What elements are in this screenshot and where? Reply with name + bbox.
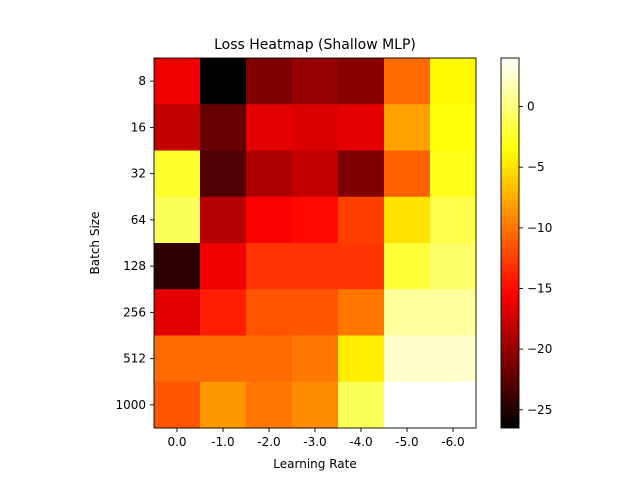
colorbar xyxy=(500,57,520,429)
heatmap-cell xyxy=(292,150,339,198)
heatmap-cell xyxy=(338,58,385,105)
heatmap-cell xyxy=(338,335,385,383)
y-axis-label: Batch Size xyxy=(88,212,102,275)
heatmap-cell xyxy=(154,196,201,244)
heatmap-cell xyxy=(430,150,477,198)
heatmap-cell xyxy=(246,381,293,429)
heatmap-cell xyxy=(430,58,477,105)
heatmap-cell xyxy=(430,381,477,429)
heatmap-cell xyxy=(430,104,477,151)
heatmap-cell xyxy=(246,289,293,336)
heatmap-cell xyxy=(292,335,339,383)
chart-title: Loss Heatmap (Shallow MLP) xyxy=(214,37,416,53)
colorbar-tick-label: −20 xyxy=(527,342,552,356)
heatmap-cell xyxy=(384,289,431,336)
y-tick-label: 32 xyxy=(131,167,146,181)
y-tick-label: 128 xyxy=(123,259,146,273)
heatmap-cell xyxy=(154,289,201,336)
heatmap-cell xyxy=(384,104,431,151)
heatmap-cell xyxy=(292,243,339,290)
heatmap-cell xyxy=(430,243,477,290)
heatmap-cell xyxy=(246,104,293,151)
heatmap-cell xyxy=(154,104,201,151)
x-tick-label: 0.0 xyxy=(167,435,186,449)
heatmap-cell xyxy=(430,335,477,383)
heatmap-cell xyxy=(200,104,247,151)
heatmap-cell xyxy=(292,104,339,151)
y-tick-label: 64 xyxy=(131,213,146,227)
y-axis-ticks: 8 16 32 64 128 256 512 1000 xyxy=(115,74,154,412)
heatmap-cell xyxy=(200,243,247,290)
heatmap-cell xyxy=(292,289,339,336)
heatmap-cell xyxy=(384,243,431,290)
heatmap-cell xyxy=(200,335,247,383)
colorbar-tick-label: −25 xyxy=(527,403,552,417)
heatmap-cell xyxy=(338,104,385,151)
heatmap-cell xyxy=(384,381,431,429)
heatmap-cell xyxy=(292,58,339,105)
colorbar-ticks: 0 −5 −10 −15 −20 −25 xyxy=(519,100,552,417)
colorbar-tick-label: −15 xyxy=(527,281,552,295)
heatmap-cell xyxy=(292,381,339,429)
heatmap-cell xyxy=(246,243,293,290)
heatmap-cell xyxy=(154,243,201,290)
heatmap-cell xyxy=(384,335,431,383)
y-tick-label: 512 xyxy=(123,352,146,366)
heatmap-cell xyxy=(200,289,247,336)
heatmap-cell xyxy=(154,150,201,198)
heatmap-cell xyxy=(338,243,385,290)
x-tick-label: -1.0 xyxy=(211,435,234,449)
heatmap-cell xyxy=(200,150,247,198)
heatmap-cell xyxy=(154,335,201,383)
y-tick-label: 8 xyxy=(138,74,146,88)
x-tick-label: -6.0 xyxy=(441,435,464,449)
heatmap-cell xyxy=(200,196,247,244)
heatmap-cell xyxy=(338,381,385,429)
x-tick-label: -4.0 xyxy=(349,435,372,449)
heatmap-cell xyxy=(338,196,385,244)
y-tick-label: 1000 xyxy=(115,398,146,412)
x-tick-label: -2.0 xyxy=(257,435,280,449)
heatmap-cell xyxy=(246,58,293,105)
x-axis-label: Learning Rate xyxy=(273,457,356,471)
heatmap-cell xyxy=(292,196,339,244)
heatmap-cell xyxy=(430,196,477,244)
heatmap-cell xyxy=(384,58,431,105)
heatmap-cell xyxy=(338,289,385,336)
heatmap-cell xyxy=(430,289,477,336)
heatmap-cell xyxy=(384,196,431,244)
colorbar-tick-label: −10 xyxy=(527,221,552,235)
heatmap-cell xyxy=(246,335,293,383)
y-tick-label: 256 xyxy=(123,305,146,319)
heatmap-cell xyxy=(154,58,201,105)
x-tick-label: -5.0 xyxy=(395,435,418,449)
heatmap-cell xyxy=(246,150,293,198)
heatmap-cell xyxy=(246,196,293,244)
heatmap-cell xyxy=(200,381,247,429)
heatmap-cell xyxy=(200,58,247,105)
colorbar-tick-label: −5 xyxy=(527,160,545,174)
y-tick-label: 16 xyxy=(131,120,146,134)
colorbar-tick-label: 0 xyxy=(527,100,535,114)
heatmap-cell xyxy=(154,381,201,429)
heatmap-cell xyxy=(384,150,431,198)
x-tick-label: -3.0 xyxy=(303,435,326,449)
heatmap-cell xyxy=(338,150,385,198)
heatmap-cells xyxy=(154,58,477,429)
x-axis-ticks: 0.0 -1.0 -2.0 -3.0 -4.0 -5.0 -6.0 xyxy=(167,428,465,449)
